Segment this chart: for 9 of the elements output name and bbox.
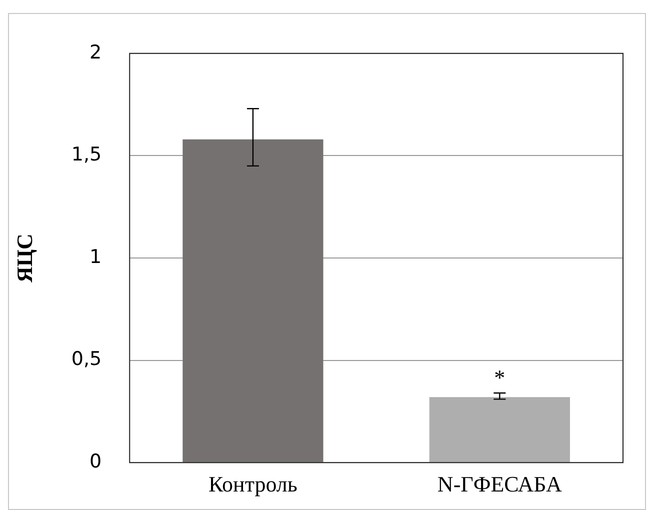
y-tick-label: 1,5 (71, 144, 102, 166)
y-tick-label: 0,5 (71, 348, 102, 370)
y-axis-title: ЯЦС (12, 234, 37, 282)
annotation: * (494, 364, 506, 390)
x-tick-label: Контроль (208, 472, 298, 497)
y-tick-label: 2 (90, 41, 102, 64)
x-tick-label: N-ГФЕСАБА (437, 472, 562, 497)
y-tick-label: 1 (90, 246, 102, 268)
y-tick-label: 0 (90, 450, 102, 473)
